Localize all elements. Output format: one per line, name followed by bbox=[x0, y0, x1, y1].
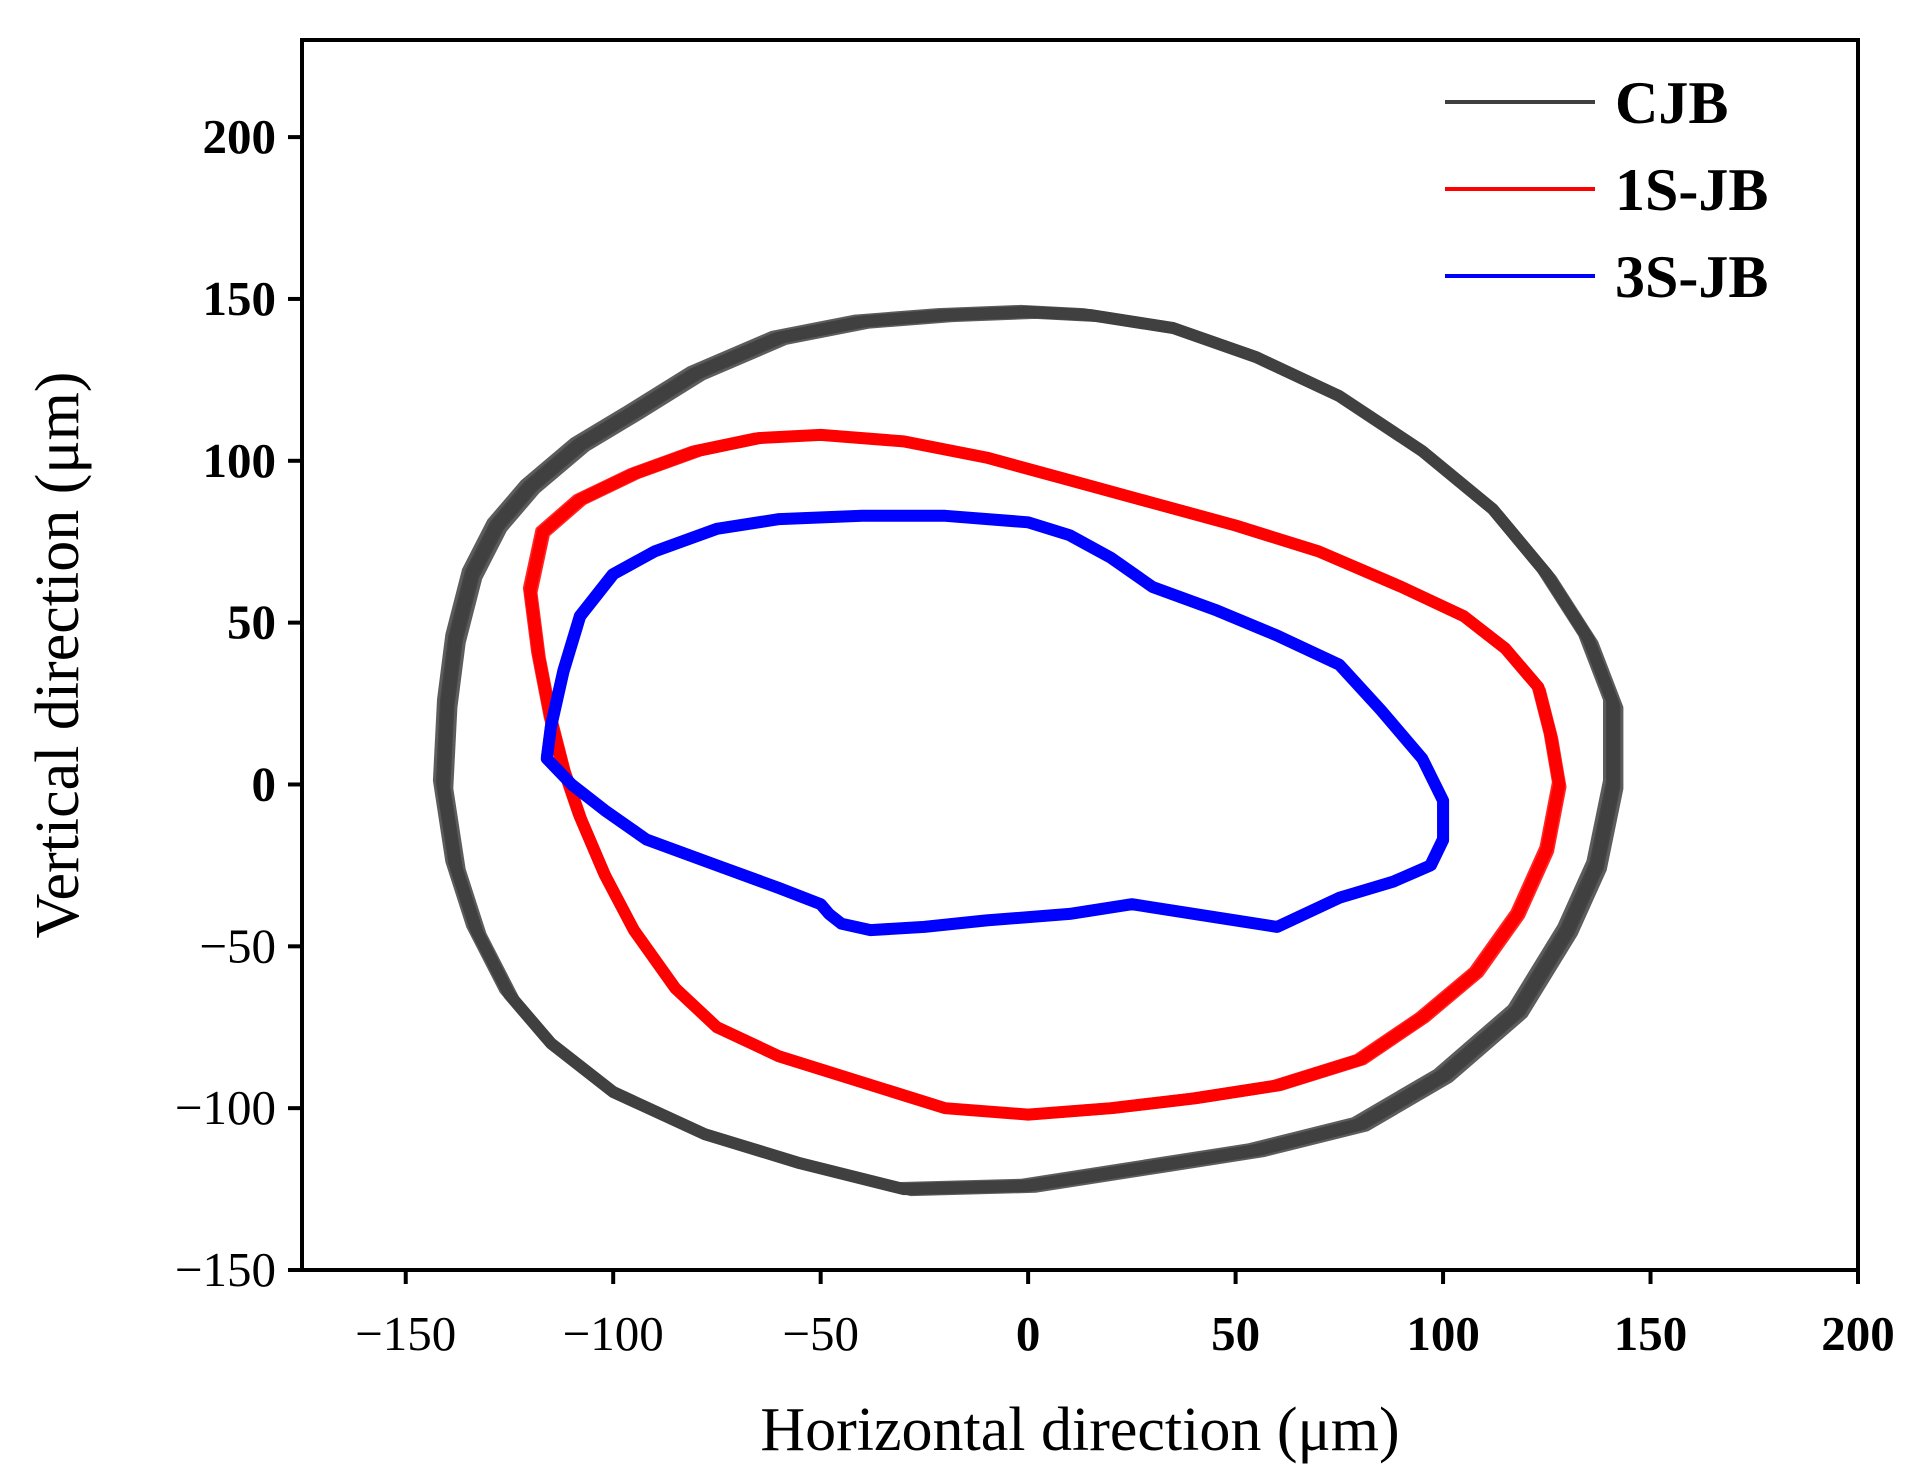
y-tick-label: 50 bbox=[227, 595, 276, 650]
legend: CJB 1S-JB 3S-JB bbox=[1445, 70, 1768, 310]
x-tick-label: −150 bbox=[355, 1306, 456, 1361]
x-tick-label: 150 bbox=[1614, 1306, 1688, 1361]
x-axis: −150 −100 −50 0 50 100 150 200 bbox=[355, 1270, 1895, 1361]
y-tick-label: −100 bbox=[175, 1080, 276, 1135]
y-axis-title: Vertical direction (μm) bbox=[24, 372, 92, 939]
x-tick-label: −100 bbox=[563, 1306, 664, 1361]
series-layer bbox=[432, 304, 1624, 1197]
series-1s-jb bbox=[522, 428, 1567, 1121]
y-tick-label: 100 bbox=[203, 433, 277, 488]
legend-label-3s-jb: 3S-JB bbox=[1615, 244, 1768, 310]
x-tick-label: 200 bbox=[1821, 1306, 1895, 1361]
y-tick-label: 200 bbox=[203, 109, 277, 164]
y-tick-label: 150 bbox=[203, 271, 277, 326]
series-line-cjb bbox=[437, 305, 1620, 1196]
legend-label-1s-jb: 1S-JB bbox=[1615, 157, 1768, 223]
x-axis-title: Horizontal direction (μm) bbox=[760, 1396, 1399, 1464]
legend-label-cjb: CJB bbox=[1615, 70, 1728, 136]
series-3s-jb bbox=[540, 509, 1450, 937]
y-axis: −150 −100 −50 0 50 100 150 200 bbox=[175, 109, 302, 1297]
x-tick-label: −50 bbox=[782, 1306, 859, 1361]
series-line-1s-jb bbox=[524, 428, 1566, 1121]
y-tick-label: −50 bbox=[199, 918, 276, 973]
x-tick-label: 0 bbox=[1016, 1306, 1041, 1361]
plot-frame bbox=[300, 38, 1860, 1272]
x-tick-label: 50 bbox=[1211, 1306, 1260, 1361]
series-cjb bbox=[432, 304, 1624, 1197]
x-tick-label: 100 bbox=[1406, 1306, 1480, 1361]
series-line-3s-jb bbox=[540, 509, 1450, 937]
y-tick-label: 0 bbox=[252, 756, 277, 811]
y-tick-label: −150 bbox=[175, 1242, 276, 1297]
